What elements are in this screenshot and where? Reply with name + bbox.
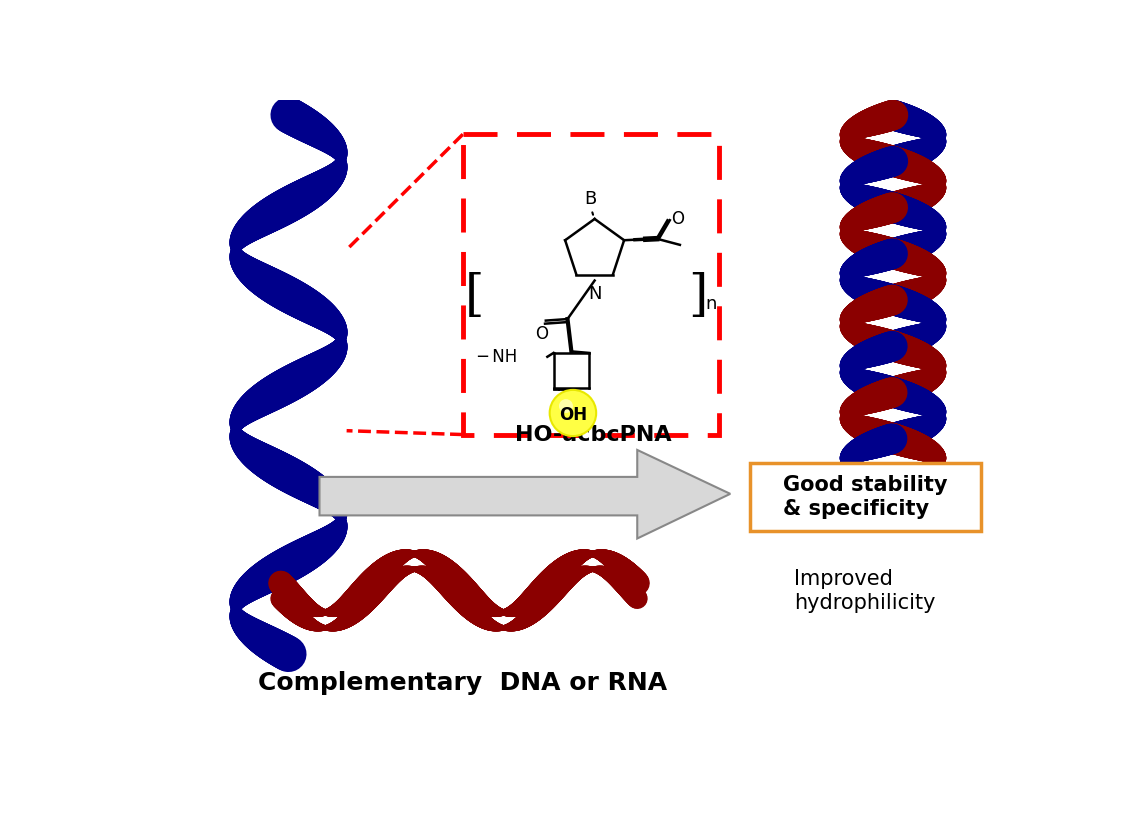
Polygon shape <box>320 450 730 539</box>
Text: OH: OH <box>559 406 586 423</box>
Text: Complementary  DNA or RNA: Complementary DNA or RNA <box>259 671 668 696</box>
Text: [: [ <box>464 271 485 320</box>
Circle shape <box>549 390 597 436</box>
Text: N: N <box>588 286 601 303</box>
Text: O: O <box>536 325 548 344</box>
Text: B: B <box>584 190 597 208</box>
Text: Improved
hydrophilicity: Improved hydrophilicity <box>794 569 936 613</box>
Text: n: n <box>705 295 716 313</box>
Text: O: O <box>671 210 685 227</box>
FancyBboxPatch shape <box>749 463 981 531</box>
Text: ]: ] <box>688 271 707 320</box>
Circle shape <box>559 399 573 413</box>
Text: ─ NH: ─ NH <box>477 348 518 366</box>
Text: Good stability
& specificity: Good stability & specificity <box>783 476 947 519</box>
Text: HO-acbcPNA: HO-acbcPNA <box>515 425 671 446</box>
FancyBboxPatch shape <box>463 134 719 435</box>
